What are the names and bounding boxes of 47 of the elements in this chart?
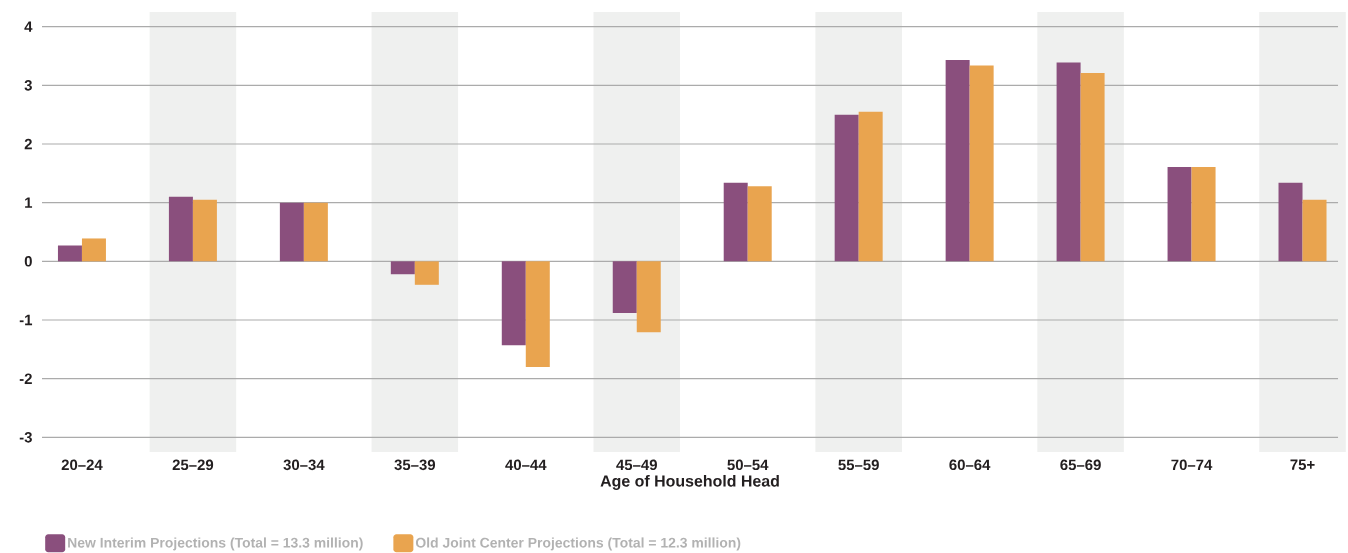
bar [969,65,994,262]
x-axis-title: Age of Household Head [600,474,779,490]
x-tick-label: 65–69 [1060,459,1101,471]
y-tick-label: 1 [25,197,33,208]
bar [1080,73,1105,262]
bar [1278,182,1303,262]
legend-label: Old Joint Center Projections (Total = 12.3 million) [415,537,741,551]
bar [57,245,82,262]
bar [834,114,859,262]
bar [747,186,772,262]
legend-label: New Interim Projections (Total = 13.3 million) [68,537,363,551]
x-tick-label: 30–34 [283,459,325,471]
bar [303,202,328,262]
x-tick-label: 25–29 [172,459,214,471]
bar [1191,166,1216,262]
x-tick-label: 35–39 [394,459,436,471]
bar [192,199,217,262]
bar [612,261,637,313]
x-tick-label: 70–74 [1171,459,1213,471]
y-tick-label: 0 [24,256,32,267]
bar [723,182,748,262]
x-tick-label: 55–59 [838,459,879,471]
x-tick-label: 45–49 [616,459,657,471]
y-tick-label: -2 [19,373,32,384]
bar [1302,199,1327,262]
y-tick-label: -3 [19,432,32,443]
bar [501,261,526,346]
bar [858,111,883,262]
bar [1056,62,1081,262]
bar [168,196,193,262]
bar [81,238,106,262]
y-tick-label: 2 [24,138,32,150]
bar [279,202,304,262]
y-tick-label: 4 [24,21,33,32]
y-tick-label: -1 [19,314,33,326]
x-tick-label: 40–44 [505,459,547,471]
x-tick-label: 20–24 [61,459,103,471]
bar [525,261,550,367]
bar [636,261,661,333]
bar [945,60,970,262]
y-tick-label: 3 [24,80,32,91]
bar [414,261,439,285]
bar [1167,166,1192,262]
x-tick-label: 75+ [1290,459,1315,470]
x-tick-label: 60–64 [949,459,991,471]
bar [390,261,415,275]
x-tick-label: 50–54 [727,459,769,471]
